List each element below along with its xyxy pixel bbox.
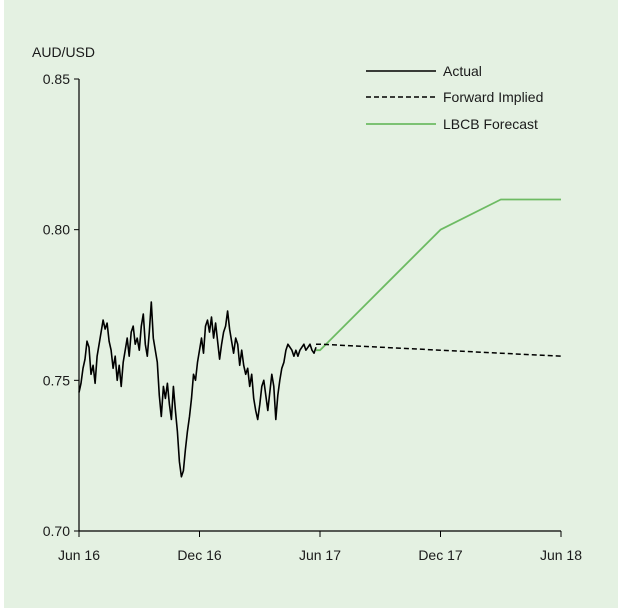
y-tick-label: 0.70 [43,523,70,539]
y-tick-label: 0.85 [43,71,70,87]
legend-forward-implied-label: Forward Implied [443,89,543,105]
legend-lbcb-forecast-label: LBCB Forecast [443,116,538,132]
x-tick-label: Dec 17 [418,547,463,563]
x-tick-label: Dec 16 [177,547,222,563]
forward-implied-series-line [316,343,562,357]
actual-series-line [78,301,317,478]
x-tick-label: Jun 17 [299,547,341,563]
lbcb-forecast-series-line [316,198,561,352]
y-tick-label: 0.75 [43,372,70,388]
y-axis-title: AUD/USD [32,44,95,60]
chart-background [4,0,618,608]
legend-actual-label: Actual [443,63,482,79]
x-tick-label: Jun 16 [58,547,100,563]
y-tick-label: 0.80 [43,222,70,238]
x-tick-label: Jun 18 [540,547,582,563]
